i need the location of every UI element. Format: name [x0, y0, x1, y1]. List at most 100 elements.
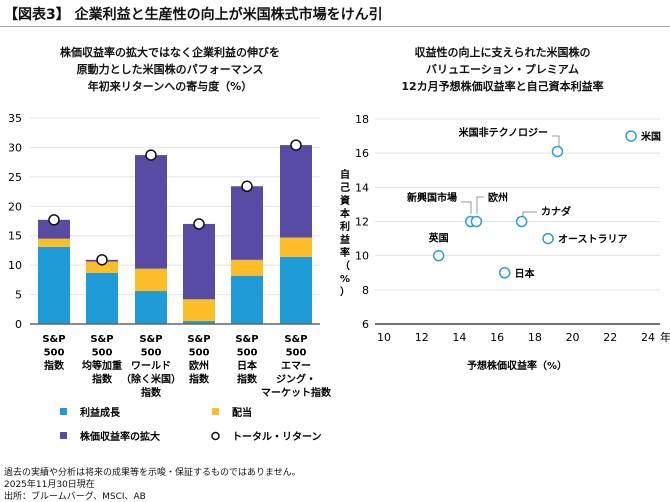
bar-segment [183, 223, 215, 300]
category-label: S&P [284, 334, 307, 345]
bar-segment [38, 219, 70, 239]
y-tick-label: 18 [355, 113, 369, 126]
category-label: 500 [44, 348, 65, 359]
category-label: 日本 [237, 359, 258, 372]
category-label: 500 [237, 348, 258, 359]
total-return-marker [96, 254, 108, 266]
point-label: 新興国市場 [407, 191, 457, 204]
bar-segment [135, 155, 167, 269]
y-axis-title-char: 益 [340, 233, 350, 246]
legend-label: 利益成長 [80, 406, 121, 419]
legend-swatch [60, 432, 67, 439]
leader-line [552, 135, 560, 146]
y-axis-title-char: （ [340, 259, 350, 272]
scatter-point [432, 249, 445, 262]
legend-swatch [212, 408, 219, 415]
x-axis-title: 予想株価収益率（%） [467, 359, 567, 372]
scatter-point [542, 232, 554, 245]
legend-label: トータル・リターン [232, 431, 322, 443]
legend-label: 配当 [232, 406, 252, 419]
bar-segment [135, 291, 167, 324]
source: 出所：ブルームバーグ、MSCI、AB [4, 492, 146, 502]
point-label: カナダ [541, 205, 571, 218]
leader-line [476, 196, 484, 214]
category-label: S&P [90, 334, 113, 345]
total-return-marker [241, 180, 253, 193]
category-label: 500 [286, 348, 307, 359]
bar-segment [280, 237, 312, 257]
x-tick-label: 22 [603, 331, 617, 344]
category-label: エマー [281, 361, 311, 372]
total-return-marker [290, 139, 302, 151]
bar-segment [183, 321, 215, 324]
scatter-point [625, 130, 637, 142]
x-tick-label: 20 [566, 331, 580, 344]
bar-segment [38, 238, 70, 247]
total-return-marker [48, 214, 60, 226]
y-tick-label: 14 [355, 181, 369, 194]
y-tick-label: 0 [15, 318, 22, 331]
x-tick-label: 16 [490, 331, 504, 344]
scatter-point [498, 267, 511, 279]
category-label: 指数 [237, 373, 258, 386]
category-label: 500 [141, 348, 162, 359]
x-tick-label: 10 [377, 331, 391, 344]
bar-segment [280, 256, 312, 324]
y-tick-label: 10 [355, 250, 369, 263]
category-label: 指数 [44, 359, 65, 372]
category-label: 指数 [189, 373, 210, 386]
y-axis-title-char: 自 [340, 168, 350, 181]
category-label: S&P [42, 334, 65, 345]
category-label: 欧州 [189, 359, 209, 372]
point-label: 欧州 [488, 191, 508, 204]
bar-segment [135, 268, 167, 292]
y-tick-label: 8 [362, 284, 369, 297]
x-tick-label: 24 [641, 331, 655, 344]
point-label: オーストラリア [558, 234, 628, 246]
category-label: ワールド [131, 360, 171, 372]
left-subtitle-line: 原動力とした米国株のパフォーマンス [76, 63, 264, 76]
bar-segment [231, 186, 263, 260]
category-label: マーケット指数 [261, 386, 332, 399]
x-tick-label: 12 [415, 331, 429, 344]
right-subtitle-line: バリュエーション・プレミアム [425, 63, 579, 76]
left-subtitle-line: 株価収益率の拡大ではなく企業利益の伸びを [60, 46, 280, 59]
point-label: 日本 [515, 267, 536, 280]
category-label: S&P [235, 334, 258, 345]
y-axis-title-char: 率 [340, 246, 350, 259]
disclaimer: 過去の実績や分析は将来の成果等を示唆・保証するものではありません。 [4, 468, 301, 478]
category-label: S&P [187, 334, 210, 345]
y-tick-label: 20 [8, 200, 22, 213]
category-label: ジング・ [276, 373, 316, 386]
right-subtitle-line: 12カ月予想株価収益率と自己資本利益率 [401, 80, 604, 93]
y-axis-title-char: 資 [340, 194, 350, 207]
left-subtitle-line: 年初来リターンへの寄与度（%） [87, 80, 253, 93]
scatter-point [551, 145, 564, 158]
legend-swatch [60, 408, 67, 415]
title-divider [0, 26, 670, 27]
y-tick-label: 25 [8, 171, 22, 184]
y-axis-title-char: 己 [340, 182, 350, 194]
y-tick-label: 6 [362, 318, 369, 331]
category-label: S&P [139, 334, 162, 345]
y-tick-label: 10 [8, 259, 22, 272]
bar-segment [231, 275, 263, 324]
y-tick-label: 15 [8, 230, 22, 243]
bar-segment [280, 145, 312, 238]
page-title: 【図表3】 企業利益と生産性の向上が米国株式市場をけん引 [4, 7, 383, 23]
category-label: 指数 [92, 373, 113, 386]
left-chart-subtitle: 株価収益率の拡大ではなく企業利益の伸びを 原動力とした米国株のパフォーマンス 年… [0, 44, 340, 95]
leader-line [461, 201, 472, 214]
legend-marker [211, 431, 220, 441]
y-tick-label: 5 [15, 289, 22, 302]
right-subtitle-line: 収益性の向上に支えられた米国株の [414, 46, 591, 59]
bar-segment [38, 246, 70, 324]
y-axis-title-char: % [340, 274, 350, 285]
bar-segment [231, 259, 263, 276]
y-axis-title-char: 利 [340, 220, 350, 233]
y-axis-title-char: ） [340, 285, 350, 298]
total-return-marker [145, 149, 157, 161]
category-label: 均等加重 [82, 359, 122, 372]
category-label: 500 [92, 348, 113, 359]
